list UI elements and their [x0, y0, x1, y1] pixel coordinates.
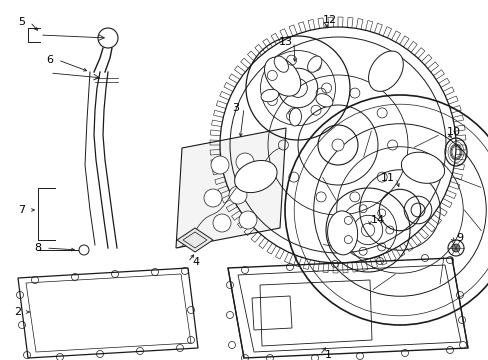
- Text: 12: 12: [322, 15, 336, 25]
- Text: 4: 4: [192, 257, 199, 267]
- Text: 13: 13: [279, 37, 292, 47]
- Circle shape: [213, 214, 230, 232]
- Circle shape: [228, 186, 246, 204]
- Polygon shape: [176, 128, 285, 248]
- Circle shape: [79, 245, 89, 255]
- Ellipse shape: [315, 94, 332, 107]
- Ellipse shape: [289, 108, 301, 126]
- Text: 10: 10: [446, 127, 460, 137]
- Text: 7: 7: [19, 205, 25, 215]
- Text: 5: 5: [19, 17, 25, 27]
- Circle shape: [210, 156, 228, 174]
- Ellipse shape: [368, 51, 403, 91]
- Ellipse shape: [307, 56, 321, 72]
- Text: 14: 14: [370, 215, 384, 225]
- Text: 9: 9: [455, 233, 463, 243]
- Polygon shape: [177, 228, 213, 252]
- Ellipse shape: [327, 211, 357, 255]
- Text: 6: 6: [46, 55, 53, 65]
- Ellipse shape: [401, 152, 444, 183]
- Text: 3: 3: [232, 103, 239, 113]
- Ellipse shape: [264, 57, 300, 96]
- Text: 1: 1: [324, 350, 331, 360]
- Circle shape: [203, 189, 222, 207]
- Circle shape: [236, 153, 253, 171]
- Circle shape: [239, 211, 257, 229]
- Text: 2: 2: [15, 307, 21, 317]
- Text: 11: 11: [380, 173, 394, 183]
- Ellipse shape: [274, 56, 288, 72]
- Ellipse shape: [261, 89, 278, 102]
- Text: 8: 8: [34, 243, 41, 253]
- Circle shape: [331, 139, 343, 151]
- Ellipse shape: [234, 161, 277, 193]
- Circle shape: [451, 244, 459, 252]
